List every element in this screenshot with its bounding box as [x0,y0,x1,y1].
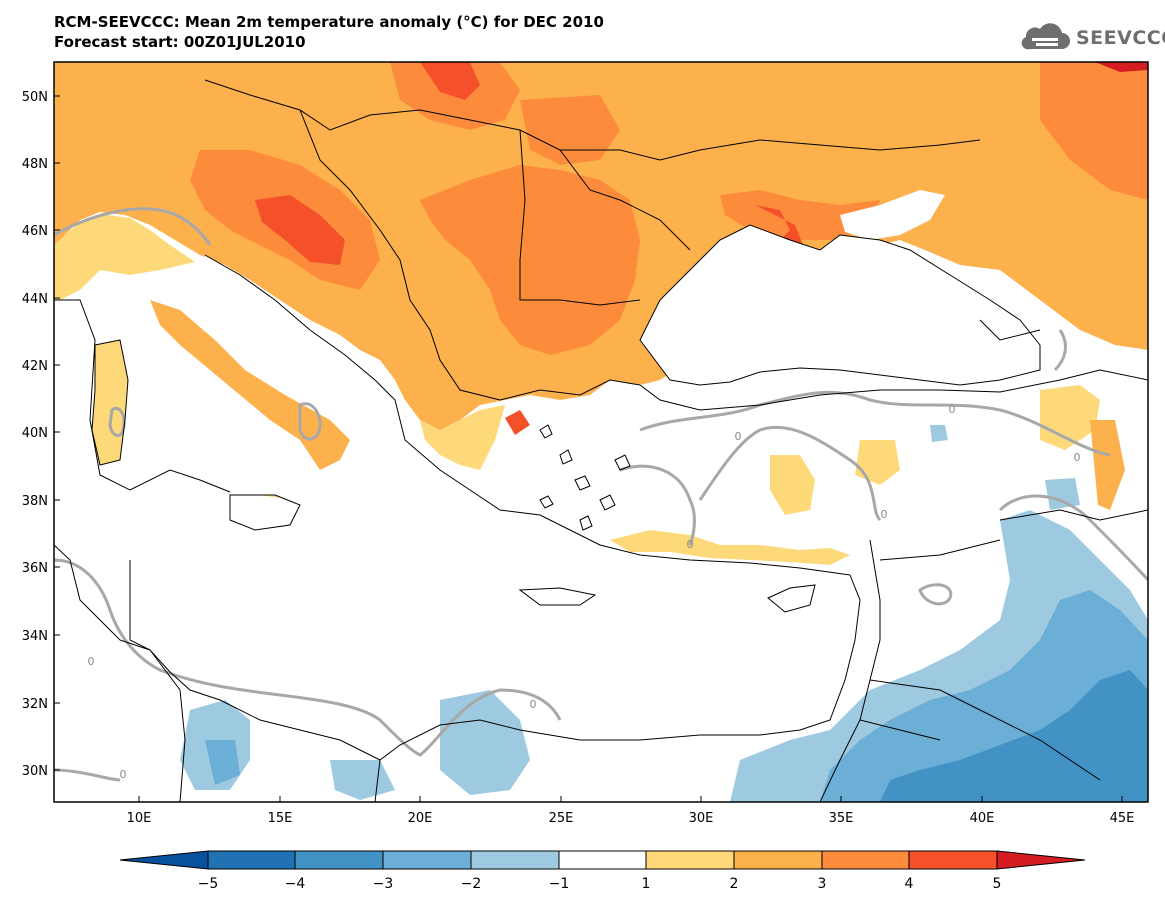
colorbar-segment [207,850,296,870]
contour-label: 0 [949,403,956,416]
colorbar-segment [733,850,823,870]
crimea-anomaly-3-4 [720,190,880,240]
colorbar-segment [908,850,998,870]
colorbar-segment [470,850,560,870]
adriatic-sea [205,255,405,450]
middle-east-anomaly-m3-m4 [880,670,1148,802]
colorbar-label: −4 [285,876,306,892]
aegean-islands [91,339,816,613]
zero-contours [54,207,1148,782]
libya-anomaly-m2-m3 [205,740,240,785]
contour-label: 0 [881,508,888,521]
poland-anomaly-4-5 [420,62,480,100]
lat-label-42n: 42N [22,359,48,374]
colorbar-segment [558,850,647,870]
title-block: RCM-SEEVCCC: Mean 2m temperature anomaly… [54,12,604,52]
lon-label-15e: 15E [268,811,293,826]
lat-label-38n: 38N [22,494,48,509]
contour-label: 0 [1074,451,1081,464]
colorbar-label: 3 [818,876,827,892]
colorbar-label: 4 [905,876,914,892]
anatolia-anomaly-m1-m2 [930,425,948,442]
lon-label-40e: 40E [970,811,995,826]
lat-label-32n: 32N [22,697,48,712]
forecast-start-label: Forecast start: 00Z01JUL2010 [54,33,306,51]
russia-anomaly-3-4 [1040,62,1148,200]
balkan-anomaly-1-2 [420,405,505,470]
colorbar: −5 −4 −3 −2 −1 1 2 3 4 5 [119,850,1086,892]
contour-label: 0 [687,538,694,551]
caucasus-anomaly-2-3 [1090,420,1125,510]
russia-anomaly-gt-5 [1095,62,1148,72]
egypt-anomaly-m1-m2 [440,690,530,795]
lat-label-50n: 50N [22,90,48,105]
lon-label-25e: 25E [549,811,574,826]
lon-label-45e: 45E [1110,811,1135,826]
contour-label: 0 [530,698,537,711]
lon-label-10e: 10E [127,811,152,826]
lat-label-44n: 44N [22,292,48,307]
colorbar-label: −1 [549,876,570,892]
azov-sea [840,190,945,240]
black-sea [640,225,1040,385]
contour-label: 0 [735,430,742,443]
iraq-anomaly-m1-m2 [1045,478,1080,510]
colorbar-label: 1 [642,876,651,892]
seevccc-logo: SEEVCCC [1018,22,1165,54]
lon-label-20e: 20E [408,811,433,826]
lon-axis: 10E 15E 20E 25E 30E 35E 40E 45E [127,796,1135,826]
ukraine-anomaly-3-4 [520,95,620,165]
map-area: 0 0 0 0 0 0 0 0 [54,62,1148,802]
colorbar-low-arrow [119,850,209,870]
anatolia-anomaly-1-2-b [855,440,900,485]
lat-label-36n: 36N [22,561,48,576]
contour-labels: 0 0 0 0 0 0 0 0 [88,403,1081,781]
thessaloniki-anomaly-4-5 [505,410,530,435]
colorbar-segment [821,850,910,870]
lat-label-40n: 40N [22,426,48,441]
lat-label-30n: 30N [22,764,48,779]
anatolia-anomaly-1-2-a [770,455,815,515]
country-borders [54,79,1148,802]
colorbar-label: −5 [198,876,219,892]
lat-label-48n: 48N [22,157,48,172]
lat-label-34n: 34N [22,629,48,644]
colorbar-segment [294,850,384,870]
contour-label: 0 [120,768,127,781]
lon-label-35e: 35E [829,811,854,826]
lat-axis: 50N 48N 46N 44N 42N 40N 38N 36N 34N 32N … [22,90,60,779]
logo-text: SEEVCCC [1076,27,1165,49]
map-title: RCM-SEEVCCC: Mean 2m temperature anomaly… [54,13,604,31]
lon-label-30e: 30E [689,811,714,826]
alps-anomaly-4-5 [255,195,345,265]
colorbar-high-arrow [996,850,1086,870]
colorbar-segment [645,850,735,870]
contour-label: 0 [88,655,95,668]
anatolia-coast-anomaly-1-2 [610,530,850,565]
europe-anomaly-1-2-fringe [54,214,195,300]
colorbar-label: 5 [993,876,1002,892]
colorbar-label: −3 [373,876,394,892]
colorbar-segment [382,850,472,870]
cloud-icon [1021,23,1070,50]
colorbar-label: 2 [730,876,739,892]
mediterranean-sea [54,300,860,760]
carpathian-anomaly-3-4 [420,165,640,355]
lat-label-46n: 46N [22,224,48,239]
colorbar-label: −2 [461,876,482,892]
